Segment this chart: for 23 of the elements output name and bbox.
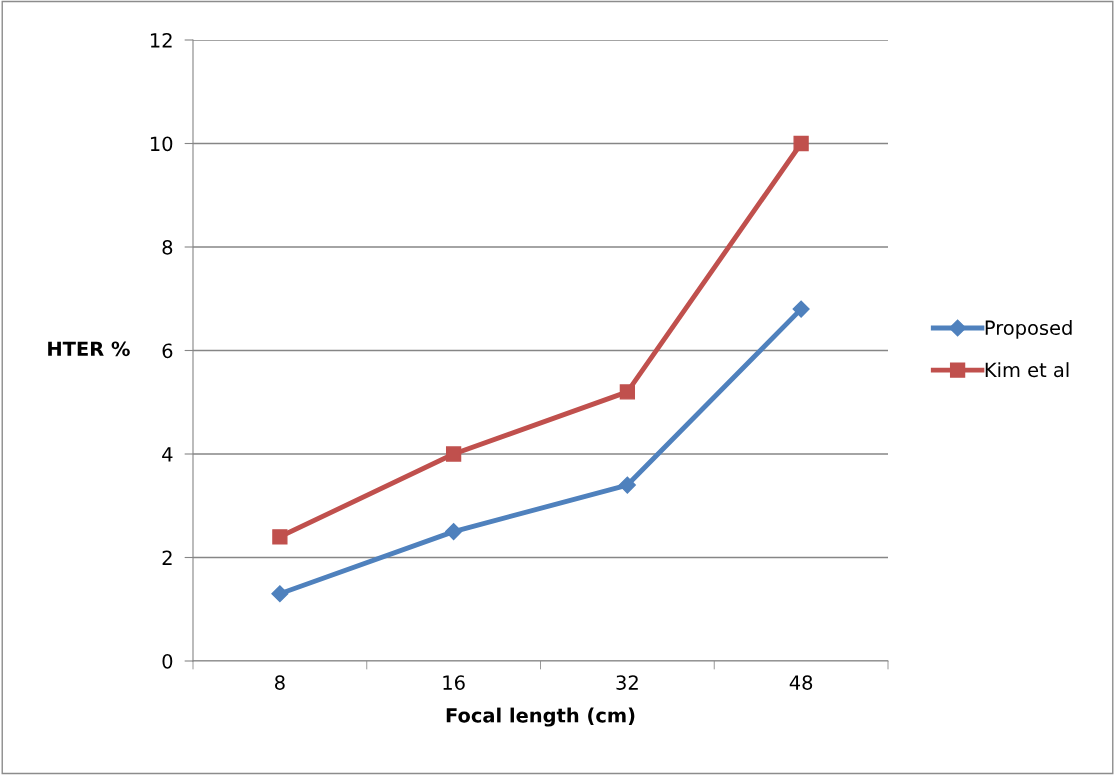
x-tick-label: 8 <box>275 675 285 690</box>
point <box>619 384 636 400</box>
y-tick-label: 2 <box>162 550 172 565</box>
y-tick-label: 0 <box>162 653 173 669</box>
x-tick-label: 32 <box>616 675 638 690</box>
point <box>793 135 809 152</box>
x-tick-label: 48 <box>789 675 813 690</box>
point <box>272 529 288 545</box>
legend-label: Kim et al <box>985 362 1069 378</box>
point <box>271 585 289 603</box>
x-axis-title: Focal length (cm) <box>446 707 635 727</box>
x-tick-label: 16 <box>443 675 465 690</box>
point <box>445 523 463 541</box>
y-tick-label: 4 <box>162 447 173 462</box>
point <box>445 446 462 462</box>
y-axis-title: HTER % <box>48 341 130 357</box>
point <box>618 476 636 494</box>
point <box>792 300 810 318</box>
y-tick-label: 6 <box>162 343 173 359</box>
y-tick-label: 8 <box>162 239 173 255</box>
y-tick-label: 12 <box>150 32 172 48</box>
legend-label: Proposed <box>985 320 1072 339</box>
y-tick-label: 10 <box>150 136 173 152</box>
